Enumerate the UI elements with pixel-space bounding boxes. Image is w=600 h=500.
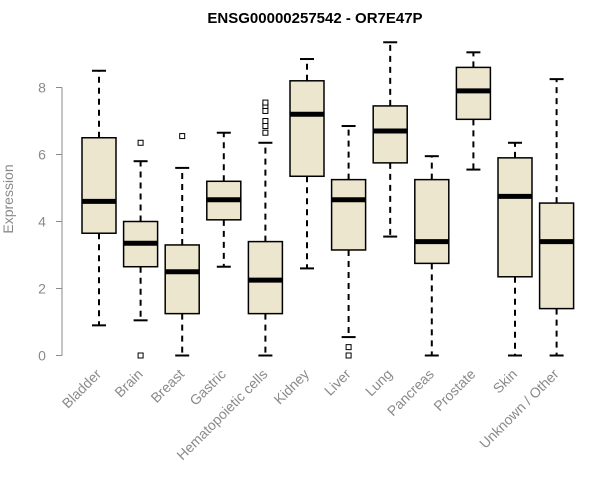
outlier-point — [262, 107, 269, 114]
iqr-box — [538, 202, 575, 310]
box-bladder — [81, 69, 117, 327]
x-tick-label: Unknown / Other — [476, 366, 562, 452]
box-breast — [164, 133, 200, 357]
x-tick-label: Liver — [321, 366, 354, 399]
box-hematopoietic-cells — [247, 99, 284, 357]
outlier-point — [137, 139, 144, 146]
y-tick-label: 2 — [38, 281, 46, 297]
y-axis: 0 2 4 6 8 — [38, 80, 63, 364]
outlier-point — [262, 118, 269, 124]
box-gastric — [206, 131, 242, 268]
outlier-point — [345, 344, 352, 351]
y-tick-label: 8 — [38, 80, 46, 96]
iqr-box — [247, 240, 284, 315]
outlier-point — [137, 352, 144, 359]
box-prostate — [455, 51, 492, 171]
outlier-point — [262, 129, 269, 136]
x-tick-label: Prostate — [430, 366, 478, 414]
chart-title: ENSG00000257542 - OR7E47P — [207, 10, 422, 27]
iqr-box — [414, 178, 450, 265]
iqr-box — [330, 178, 367, 251]
box-pancreas — [414, 155, 450, 357]
box-brain — [122, 139, 159, 359]
outlier-point — [179, 133, 186, 140]
box-lung — [372, 41, 408, 238]
iqr-box — [497, 157, 533, 278]
iqr-box — [455, 66, 492, 121]
box-unknown-other — [538, 78, 575, 357]
box-liver — [330, 125, 367, 359]
x-tick-label: Kidney — [271, 366, 313, 408]
outlier-point — [345, 352, 352, 359]
x-tick-label: Breast — [147, 366, 187, 406]
x-tick-label: Bladder — [59, 366, 105, 412]
iqr-box — [289, 80, 325, 178]
x-tick-label: Skin — [490, 366, 521, 397]
outlier-point — [262, 99, 269, 106]
box-kidney — [289, 58, 325, 270]
iqr-box — [372, 105, 408, 164]
x-tick-label: Lung — [362, 366, 395, 399]
y-tick-label: 4 — [38, 214, 46, 230]
y-tick-label: 0 — [38, 348, 46, 364]
boxes-group — [81, 41, 575, 359]
iqr-box — [81, 137, 117, 234]
box-skin — [497, 141, 533, 357]
x-tick-label: Brain — [111, 366, 145, 400]
outlier-point — [262, 123, 269, 130]
y-axis-label: Expression — [0, 164, 16, 233]
iqr-box — [164, 244, 200, 315]
y-tick-label: 6 — [38, 147, 46, 163]
